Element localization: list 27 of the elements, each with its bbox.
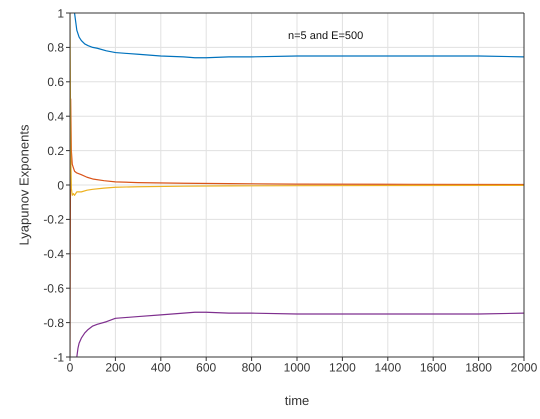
- x-tick-label: 800: [242, 360, 262, 375]
- x-tick-label: 1200: [329, 360, 356, 375]
- x-tick-label: 200: [105, 360, 126, 375]
- y-tick-label: 0: [57, 178, 64, 192]
- y-tick-label: 1: [57, 6, 64, 20]
- annotation: n=5 and E=500: [288, 30, 364, 42]
- y-tick-label: 0.6: [47, 75, 64, 90]
- x-tick-label: 400: [150, 360, 172, 375]
- line-series: [76, 312, 524, 357]
- x-axis-title: time: [284, 393, 310, 408]
- x-tick-label: 1400: [374, 360, 402, 375]
- y-tick-label: 0.8: [47, 40, 64, 55]
- x-tick-label: 1800: [465, 360, 492, 375]
- x-tick-label: 1000: [284, 360, 311, 375]
- x-tick-label: 1600: [420, 360, 447, 375]
- x-tick-label: 0: [66, 360, 74, 375]
- line-series: [74, 13, 524, 58]
- y-tick-label: -0.2: [43, 212, 64, 227]
- x-tick-label: 2000: [510, 360, 538, 375]
- y-tick-label: -0.8: [43, 316, 64, 330]
- y-tick-label: -1: [53, 350, 64, 364]
- y-tick-label: 0.4: [47, 109, 64, 124]
- y-tick-label: -0.4: [43, 247, 64, 262]
- y-tick-label: 0.2: [47, 144, 64, 158]
- y-axis-title: Lyapunov Exponents: [16, 124, 32, 246]
- x-tick-label: 600: [196, 360, 217, 375]
- y-tick-label: -0.6: [43, 281, 64, 296]
